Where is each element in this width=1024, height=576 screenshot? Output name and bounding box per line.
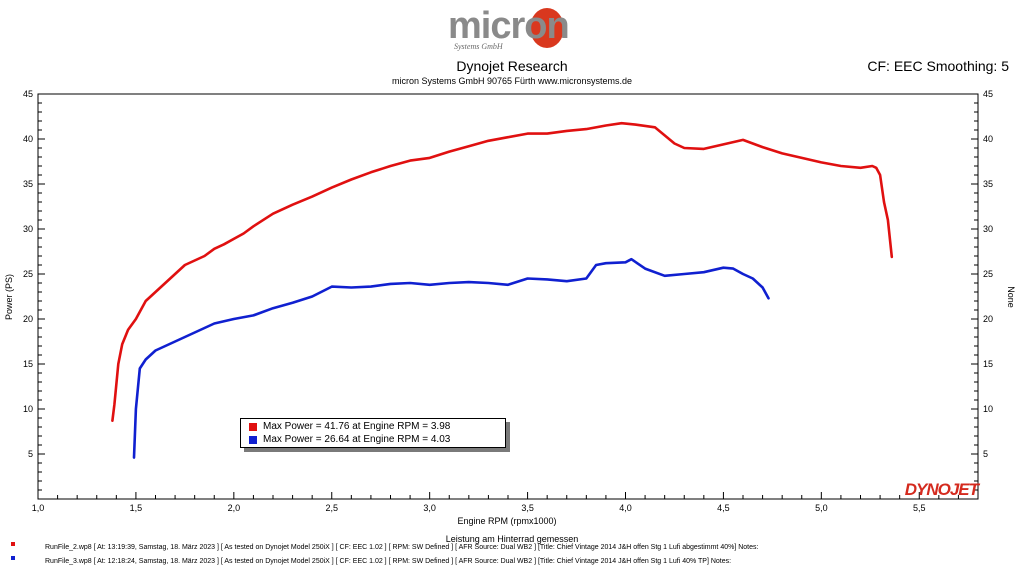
y-tick-label: 40 (23, 134, 33, 144)
y-tick-label: 45 (23, 89, 33, 99)
y-tick-label: 10 (23, 404, 33, 414)
x-axis-label: Engine RPM (rpmx1000) (457, 516, 556, 526)
x-tick-label: 2,5 (325, 503, 338, 513)
plot-frame (37, 93, 979, 500)
x-tick-label: 3,0 (423, 503, 436, 513)
legend-entry-label: Max Power = 41.76 at Engine RPM = 3.98 (263, 421, 451, 432)
series-line-1 (111, 121, 894, 423)
x-tick-label: 4,5 (717, 503, 730, 513)
logo-text: micron (448, 5, 570, 47)
y-tick-label-right: 25 (983, 269, 993, 279)
legend-entry: Max Power = 26.64 at Engine RPM = 4.03 (249, 434, 451, 445)
x-tick-label: 4,0 (619, 503, 632, 513)
x-tick-label: 5,0 (815, 503, 828, 513)
y-tick-label-right: 10 (983, 404, 993, 414)
run-file-text: RunFile_2.wp8 [ At: 13:19:39, Samstag, 1… (45, 544, 759, 551)
x-tick-label: 1,0 (32, 503, 45, 513)
run-file-entry: RunFile_3.wp8 [ At: 12:18:24, Samstag, 1… (8, 555, 758, 569)
y-axis-label-right: None (1006, 286, 1016, 308)
run-file-text: RunFile_3.wp8 [ At: 12:18:24, Samstag, 1… (45, 558, 732, 565)
y-tick-label-right: 20 (983, 314, 993, 324)
x-tick-label: 3,5 (521, 503, 534, 513)
chart-title: Dynojet Research (456, 58, 568, 74)
x-tick-label: 1,5 (130, 503, 143, 513)
run-file-list: RunFile_2.wp8 [ At: 13:19:39, Samstag, 1… (8, 541, 758, 569)
run-marker-blue (11, 556, 15, 560)
run-file-entry: RunFile_2.wp8 [ At: 13:19:39, Samstag, 1… (8, 541, 758, 555)
y-tick-label-right: 15 (983, 359, 993, 369)
x-tick-label: 2,0 (228, 503, 241, 513)
y-axis-label: Power (PS) (4, 274, 14, 320)
legend-entry-label: Max Power = 26.64 at Engine RPM = 4.03 (263, 434, 451, 445)
y-tick-label-right: 5 (983, 449, 988, 459)
micron-logo: micron Systems GmbH (448, 6, 578, 54)
y-tick-label-right: 45 (983, 89, 993, 99)
chart-subtitle: micron Systems GmbH 90765 Fürth www.micr… (391, 76, 633, 86)
series-line-2 (132, 257, 770, 459)
dynojet-logo: DYNOJET (904, 480, 979, 499)
logo-ring (530, 8, 564, 48)
y-tick-label: 5 (28, 449, 33, 459)
y-tick-label: 15 (23, 359, 33, 369)
cf-smoothing-label: CF: EEC Smoothing: 5 (867, 58, 1009, 74)
x-tick-label: 5,5 (913, 503, 926, 513)
y-tick-label: 25 (23, 269, 33, 279)
legend-swatch-red (249, 423, 257, 431)
logo-subtext: Systems GmbH (454, 42, 503, 51)
y-tick-label: 35 (23, 179, 33, 189)
chart-legend: Max Power = 41.76 at Engine RPM = 3.98 M… (240, 418, 506, 448)
y-tick-label: 20 (23, 314, 33, 324)
y-tick-label-right: 35 (983, 179, 993, 189)
x-axis-label-secondary: Leistung am Hinterrad gemessen (446, 534, 579, 544)
run-marker-red (11, 542, 15, 546)
legend-entry: Max Power = 41.76 at Engine RPM = 3.98 (249, 421, 451, 432)
legend-swatch-blue (249, 436, 257, 444)
y-tick-label-right: 30 (983, 224, 993, 234)
y-tick-label: 30 (23, 224, 33, 234)
y-tick-label-right: 40 (983, 134, 993, 144)
